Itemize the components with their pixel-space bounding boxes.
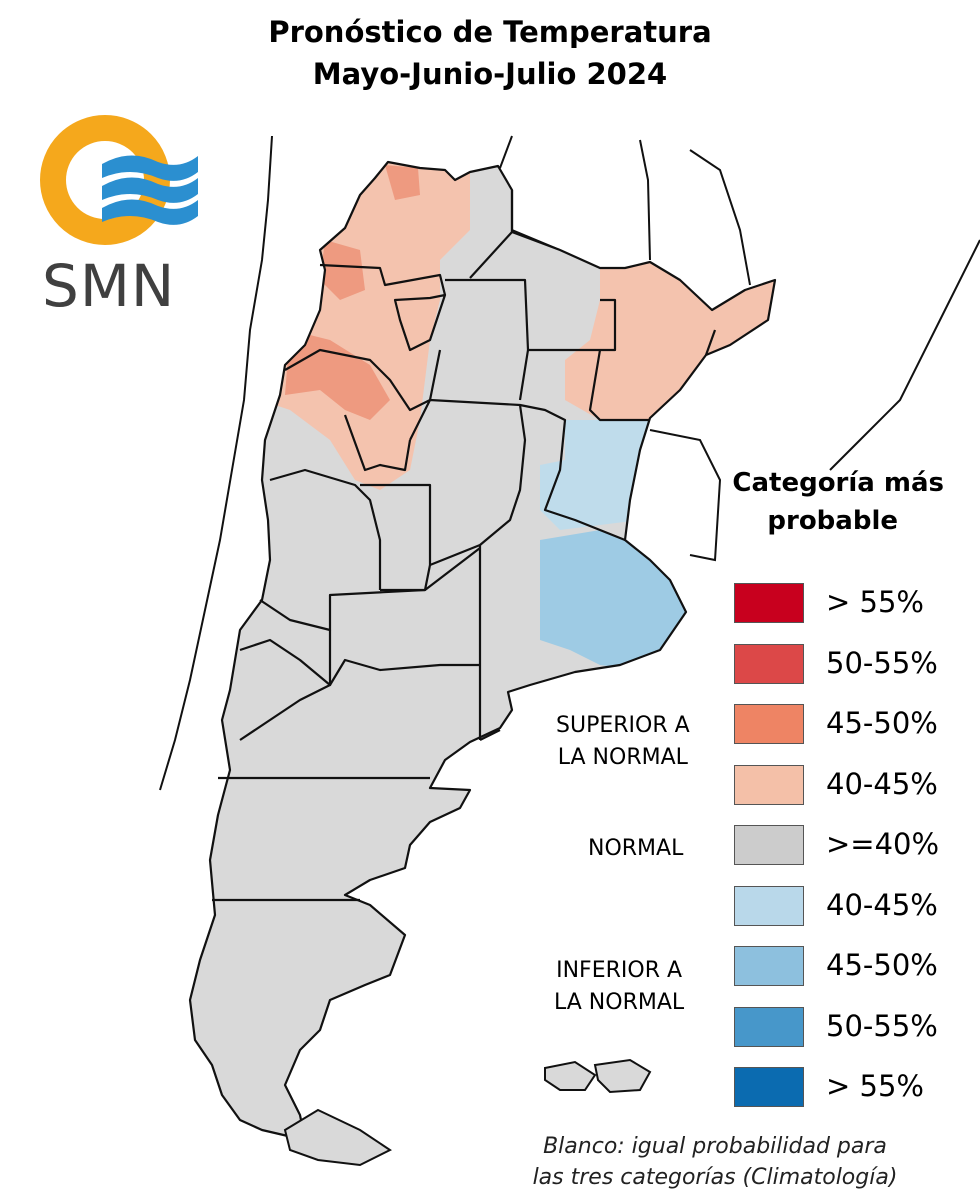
- legend-group-inferior: INFERIOR A LA NORMAL: [554, 955, 684, 1019]
- smn-logo: [40, 115, 198, 245]
- legend-group-superior-line1: SUPERIOR A: [556, 713, 690, 738]
- legend-label-superior-0: > 55%: [826, 585, 924, 619]
- border-neuquen-rionegro: [239, 638, 332, 741]
- legend-label-superior-3: 40-45%: [826, 767, 938, 801]
- region-superior-45-50-north: [385, 165, 420, 200]
- border-sanjuan: [269, 468, 382, 590]
- border-santafe-entrerios: [519, 403, 626, 542]
- legend-label-inferior-8: > 55%: [826, 1069, 924, 1103]
- border-cordoba: [409, 398, 527, 567]
- legend-label-inferior-6: 45-50%: [826, 948, 938, 982]
- legend-label-superior-1: 50-55%: [826, 646, 938, 680]
- legend-note: Blanco: igual probabilidad para las tres…: [500, 1132, 930, 1194]
- border-chaco-santafe: [528, 298, 617, 352]
- smn-logo-text: SMN: [42, 252, 176, 320]
- border-salta-tucuman: [393, 293, 447, 352]
- legend-group-inferior-line1: INFERIOR A: [556, 958, 683, 983]
- chile-outline: [159, 135, 273, 791]
- smn-logo-waves: [102, 155, 198, 225]
- argentina-forecast-map: [159, 135, 980, 1167]
- legend-swatch-inferior-6: [734, 946, 804, 986]
- legend-swatch-superior-2: [734, 704, 804, 744]
- legend-swatch-superior-1: [734, 644, 804, 684]
- malvinas-east: [593, 1058, 652, 1094]
- region-superior-45-50-nw: [285, 330, 390, 420]
- legend-swatch-superior-0: [734, 583, 804, 623]
- legend-note-line2: las tres categorías (Climatología): [532, 1164, 898, 1190]
- border-lapampa-rionegro: [328, 630, 480, 687]
- legend-swatch-inferior-8: [734, 1067, 804, 1107]
- legend-swatch-superior-3: [734, 765, 804, 805]
- legend-label-inferior-5: 40-45%: [826, 888, 938, 922]
- legend-group-superior: SUPERIOR A LA NORMAL: [556, 710, 690, 774]
- legend-note-line1: Blanco: igual probabilidad para: [543, 1134, 887, 1159]
- legend-title-line1: Categoría más: [732, 468, 944, 498]
- map-title-line2: Mayo-Junio-Julio 2024: [312, 57, 668, 91]
- legend-group-normal: NORMAL: [588, 833, 683, 865]
- border-misiones: [704, 329, 717, 356]
- legend-group-superior-line2: LA NORMAL: [557, 744, 688, 770]
- legend-swatch-normal-4: [734, 825, 804, 865]
- malvinas-islands: [544, 1058, 652, 1094]
- smn-logo-ring: [40, 115, 170, 245]
- border-lariojas: [343, 414, 412, 472]
- region-superior-45-50-west: [320, 240, 365, 300]
- border-corrientes: [588, 349, 650, 422]
- legend-label-normal-4: >=40%: [826, 827, 940, 861]
- map-title-line1: Pronóstico de Temperatura: [268, 15, 712, 49]
- legend-label-inferior-7: 50-55%: [826, 1009, 938, 1043]
- tierra-del-fuego: [283, 1108, 392, 1167]
- legend-swatch-inferior-7: [734, 1007, 804, 1047]
- border-santiago: [445, 278, 530, 401]
- border-jujuy-salta: [319, 263, 447, 296]
- legend-group-normal-line1: NORMAL: [588, 836, 684, 861]
- region-inferior-40-45: [540, 420, 650, 530]
- legend-group-inferior-line2: LA NORMAL: [554, 989, 685, 1015]
- legend-title-line2: probable: [767, 506, 898, 536]
- malvinas-west: [544, 1060, 597, 1091]
- brazil-coast: [689, 149, 980, 471]
- legend-label-superior-2: 45-50%: [826, 706, 938, 740]
- border-chaco-formosa: [469, 190, 514, 279]
- border-buenosaires: [478, 545, 501, 741]
- legend-swatch-inferior-5: [734, 886, 804, 926]
- uruguay-border: [649, 429, 722, 562]
- border-mendoza-neuquen: [259, 547, 481, 632]
